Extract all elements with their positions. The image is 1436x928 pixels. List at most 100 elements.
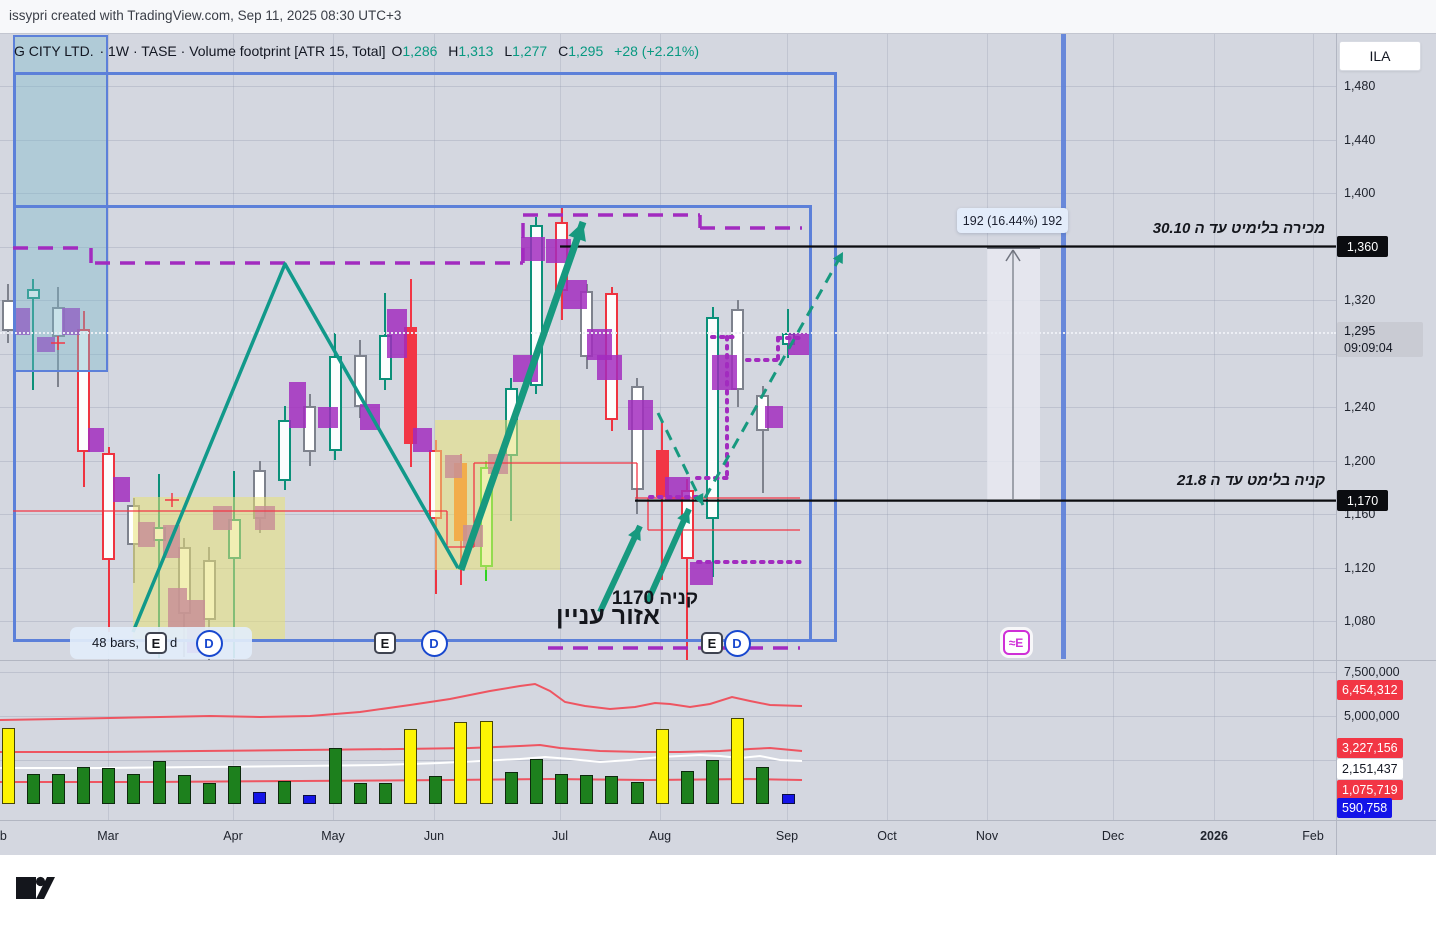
earnings-badge[interactable]: E [701,632,723,654]
footprint-box [88,428,104,453]
dividends-badge[interactable]: D [420,630,448,657]
volume-bar [253,792,267,804]
volume-bar [51,774,65,804]
gridline-h [0,353,1336,355]
time-axis-label: Feb [0,829,7,843]
volume-bar [278,781,292,804]
gridline-h [0,193,1336,194]
footprint-box [597,354,622,381]
price-axis-separator [1336,33,1337,855]
tradingview-logo-icon[interactable] [14,872,58,906]
volume-bar [26,774,40,804]
earnings-badge[interactable]: E [145,632,167,654]
gridline-v [108,33,109,820]
volume-bar [102,767,116,804]
volume-bar [127,774,141,804]
currency-button[interactable]: ILA [1339,41,1421,71]
gridline-h [0,716,1336,717]
time-axis-label: Apr [223,829,243,843]
volume-bar [353,783,367,804]
price-tick-label: 1,400 [1344,186,1376,200]
volume-bar [731,717,745,804]
pane-separator[interactable] [0,660,1436,661]
gridline-v [1113,33,1114,820]
volume-bar [328,748,342,804]
gridline-h [0,139,1336,141]
sell-limit-annotation[interactable]: מכירה בלימיט עד ה 30.10 [1152,220,1325,237]
bars-count-text: 48 bars, [92,635,139,650]
volume-bar [630,782,644,804]
price-range-measure-box[interactable] [987,247,1040,502]
teal-zone-box[interactable] [13,35,108,372]
ohlc-c-label: C [558,43,569,59]
footprint-box [37,337,55,353]
dividends-badge[interactable]: D [195,630,223,657]
price-tick-label: 1,480 [1344,79,1376,93]
interest-zone-annotation[interactable]: אזור עניין [556,602,660,630]
candle [77,329,90,453]
ohlc-o-label: O [391,43,403,59]
price-tick-label: 1,120 [1344,560,1376,575]
volume-bar [781,793,795,804]
volume-bar [77,767,90,804]
bars-count-suffix: d [170,635,178,650]
candle [102,452,116,560]
last-price-value: 1,295 [1344,323,1376,338]
footprint-box [13,308,30,335]
gridline-h [0,672,1336,673]
approx-earnings-badge[interactable]: ≈E [1002,630,1030,655]
ohlc-c-value: 1,295 [568,43,604,59]
volume-value-badge: 3,227,156 [1337,738,1403,758]
footprint-box [628,400,653,430]
time-axis-label: Dec [1101,829,1125,843]
volume-bar [706,760,719,804]
price-tick-label: 1,200 [1344,453,1376,468]
footprint-box [113,476,130,502]
ohlc-h-value: 1,313 [458,43,494,59]
symbol-bar[interactable]: G CITY LTD. · 1W · TASE · Volume footpri… [14,43,699,65]
footprint-box [62,308,80,335]
volume-bar [1,728,15,804]
gridline-h [0,621,1336,622]
footprint-box [690,562,713,585]
price-tick-label: 1,240 [1344,400,1376,414]
volume-bar [177,775,191,804]
volume-bar [152,761,166,804]
volume-value-badge: 1,075,719 [1337,780,1403,800]
volume-bar [756,767,770,804]
change-value: +28 (+2.21%) [614,43,699,59]
blue-vertical-line[interactable] [1061,33,1066,659]
volume-bar [303,795,317,804]
volume-bar [378,783,392,804]
volume-bar [504,772,518,804]
buy-1170-annotation[interactable]: קניה 1170 [611,588,699,609]
dividends-badge[interactable]: D [723,630,751,657]
current-price-dotted-line [0,332,1336,334]
buy-level-badge: 1,170 [1337,490,1388,512]
ohlc-l-label: L [504,43,513,59]
bar-countdown: 09:09:04 [1344,340,1393,355]
price-axis-bg[interactable] [1337,33,1436,855]
volume-tick-label: 7,500,000 [1344,665,1400,679]
axis-separator [0,820,1436,821]
time-axis-label: Mar [97,829,119,843]
gridline-v [1313,33,1314,820]
earnings-badge[interactable]: E [374,632,396,654]
time-axis-label: Sep [775,829,799,843]
chart-top-border [0,33,1436,34]
gridline-h [0,407,1336,408]
volume-value-badge: 2,151,437 [1337,759,1403,779]
gridline-h [0,300,1336,301]
time-axis-label: Aug [648,829,672,843]
buy-limit-annotation[interactable]: קניה בלימט עד ה 21.8 [1177,472,1325,489]
gridline-v [887,33,888,820]
symbol-title[interactable]: G CITY LTD. [14,43,94,59]
footer-bar: TradingView [0,855,1436,928]
volume-bar [605,776,619,804]
volume-bar [580,775,594,804]
volume-tick-label: 5,000,000 [1344,709,1400,723]
blue-rectangle[interactable] [13,205,812,642]
symbol-meta[interactable]: · 1W · TASE · Volume footprint [ATR 15, … [99,43,386,59]
price-tick-label: 1,440 [1344,132,1376,147]
